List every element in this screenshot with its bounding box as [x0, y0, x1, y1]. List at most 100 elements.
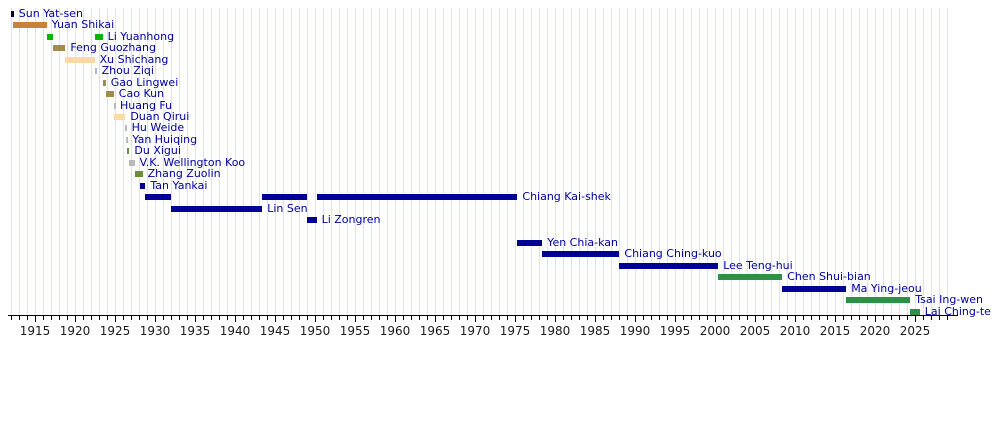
- year-gridline: [579, 8, 580, 315]
- term-bar: [542, 251, 620, 258]
- major-tick: [635, 316, 636, 322]
- minor-tick: [867, 316, 868, 320]
- minor-tick: [603, 316, 604, 320]
- minor-tick: [947, 316, 948, 320]
- year-gridline: [659, 8, 660, 315]
- year-gridline: [75, 8, 76, 315]
- year-gridline: [259, 8, 260, 315]
- year-gridline: [547, 8, 548, 315]
- person-name-label: Feng Guozhang: [70, 41, 157, 55]
- year-gridline: [307, 8, 308, 315]
- year-gridline: [795, 8, 796, 315]
- year-gridline: [723, 8, 724, 315]
- axis-year-label: 1935: [179, 324, 211, 338]
- minor-tick: [347, 316, 348, 320]
- term-bar: [846, 297, 911, 304]
- person-name-label: Lin Sen: [267, 201, 308, 215]
- minor-tick: [379, 316, 380, 320]
- year-gridline: [331, 8, 332, 315]
- minor-tick: [531, 316, 532, 320]
- minor-tick: [627, 316, 628, 320]
- year-gridline: [643, 8, 644, 315]
- person-name-label: Zhou Ziqi: [101, 64, 154, 78]
- year-gridline: [203, 8, 204, 315]
- year-gridline: [155, 8, 156, 315]
- person-name-label: Sun Yat-sen: [18, 6, 83, 20]
- year-gridline: [163, 8, 164, 315]
- minor-tick: [139, 316, 140, 320]
- year-gridline: [451, 8, 452, 315]
- term-bar: [114, 113, 126, 120]
- minor-tick: [291, 316, 292, 320]
- minor-tick: [299, 316, 300, 320]
- person-name-label: Du Xigui: [134, 144, 181, 158]
- minor-tick: [587, 316, 588, 320]
- year-gridline: [891, 8, 892, 315]
- major-tick: [835, 316, 836, 322]
- major-tick: [595, 316, 596, 322]
- year-gridline: [227, 8, 228, 315]
- year-gridline: [947, 8, 948, 315]
- term-bar: [316, 194, 518, 201]
- minor-tick: [707, 316, 708, 320]
- year-gridline: [123, 8, 124, 315]
- year-gridline: [459, 8, 460, 315]
- year-gridline: [483, 8, 484, 315]
- year-gridline: [611, 8, 612, 315]
- minor-tick: [19, 316, 20, 320]
- minor-tick: [811, 316, 812, 320]
- year-gridline: [755, 8, 756, 315]
- minor-tick: [147, 316, 148, 320]
- minor-tick: [67, 316, 68, 320]
- minor-tick: [339, 316, 340, 320]
- axis-year-label: 1980: [539, 324, 571, 338]
- major-tick: [755, 316, 756, 322]
- minor-tick: [283, 316, 284, 320]
- major-tick: [155, 316, 156, 322]
- year-gridline: [531, 8, 532, 315]
- year-gridline: [19, 8, 20, 315]
- year-gridline: [235, 8, 236, 315]
- major-tick: [355, 316, 356, 322]
- person-name-label: Chen Shui-bian: [787, 270, 871, 284]
- minor-tick: [459, 316, 460, 320]
- minor-tick: [83, 316, 84, 320]
- person-name-label: Zhang Zuolin: [147, 167, 221, 181]
- axis-year-label: 1930: [139, 324, 171, 338]
- year-gridline: [763, 8, 764, 315]
- term-bar: [11, 10, 14, 17]
- major-tick: [675, 316, 676, 322]
- minor-tick: [411, 316, 412, 320]
- year-gridline: [251, 8, 252, 315]
- term-bar: [12, 22, 47, 29]
- year-gridline: [627, 8, 628, 315]
- minor-tick: [267, 316, 268, 320]
- minor-tick: [371, 316, 372, 320]
- year-gridline: [355, 8, 356, 315]
- year-gridline: [83, 8, 84, 315]
- axis-baseline: [8, 315, 958, 316]
- year-gridline: [187, 8, 188, 315]
- minor-tick: [211, 316, 212, 320]
- term-bar: [102, 79, 106, 86]
- year-gridline: [115, 8, 116, 315]
- minor-tick: [179, 316, 180, 320]
- year-gridline: [515, 8, 516, 315]
- year-gridline: [867, 8, 868, 315]
- person-name-label: Li Zongren: [321, 213, 381, 227]
- major-tick: [515, 316, 516, 322]
- axis-year-label: 1960: [379, 324, 411, 338]
- major-tick: [555, 316, 556, 322]
- major-tick: [875, 316, 876, 322]
- minor-tick: [827, 316, 828, 320]
- minor-tick: [523, 316, 524, 320]
- year-gridline: [683, 8, 684, 315]
- year-gridline: [731, 8, 732, 315]
- minor-tick: [651, 316, 652, 320]
- minor-tick: [571, 316, 572, 320]
- minor-tick: [619, 316, 620, 320]
- minor-tick: [731, 316, 732, 320]
- major-tick: [275, 316, 276, 322]
- year-gridline: [563, 8, 564, 315]
- minor-tick: [59, 316, 60, 320]
